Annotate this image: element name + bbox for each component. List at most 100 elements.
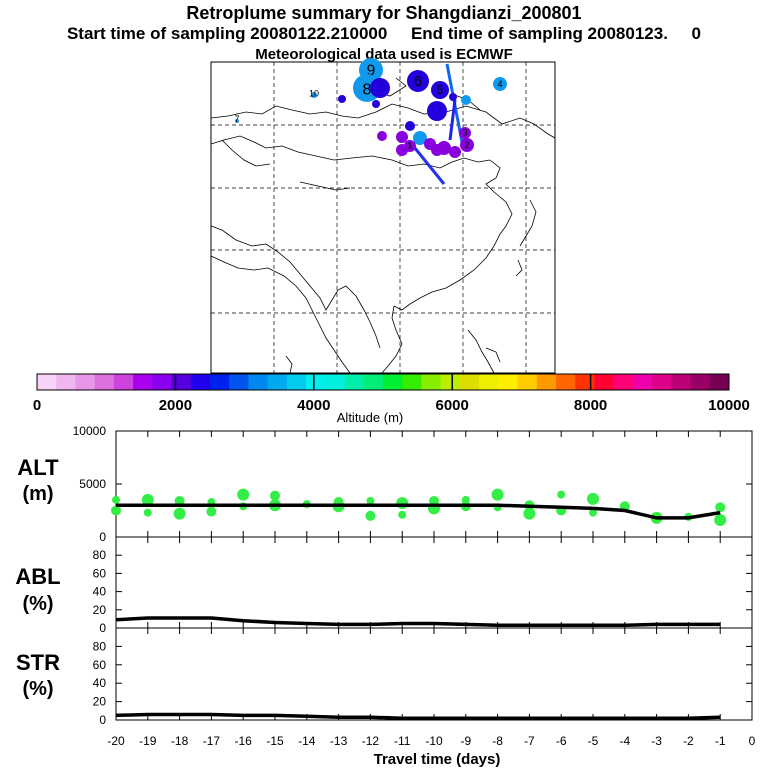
scatter-point [715, 502, 726, 513]
x-tick-label: -10 [425, 734, 443, 748]
plume-release-marker [449, 146, 461, 158]
plume-day-label: 6 [414, 74, 422, 90]
colorbar-cell [652, 374, 672, 390]
plume-release-marker [311, 92, 317, 98]
plume-day-label: 3 [462, 128, 467, 138]
y-tick-label: 0 [99, 621, 106, 635]
x-tick-label: -18 [171, 734, 189, 748]
plume-release-marker [431, 81, 449, 99]
y-tick-label: 40 [93, 676, 107, 690]
plume-track-line [448, 99, 457, 141]
scatter-point [523, 507, 536, 520]
colorbar-cell [479, 374, 499, 390]
x-tick-label: -15 [266, 734, 284, 748]
y-tick-label: 60 [93, 658, 107, 672]
scatter-point [173, 507, 186, 520]
colorbar-cell [152, 374, 172, 390]
plot-title: Retroplume summary for Shangdianzi_20080… [186, 3, 582, 23]
time-series-panels: 10000 5000 0 ALT (m) 80 60 40 20 0 ABL (%) 80 60 40 20 0… [15, 424, 753, 727]
plume-release-marker [431, 144, 443, 156]
plume-day-label: 7 [234, 114, 239, 124]
x-tick-label: -2 [683, 734, 694, 748]
panel-label: ABL [15, 564, 60, 589]
series-line [116, 503, 721, 520]
plume-release-marker [461, 95, 471, 105]
colorbar-tick-label: 4000 [297, 397, 330, 414]
plume-release-marker [370, 78, 390, 98]
colorbar-cell [498, 374, 518, 390]
scatter-point [398, 510, 407, 519]
start-time-label: Start time of sampling 20080122.210000 [66, 24, 388, 43]
plume-track-line [408, 141, 446, 185]
plume-release-marker [372, 100, 380, 108]
colorbar-tick-label: 2000 [159, 397, 192, 414]
colorbar-cell [709, 374, 730, 390]
y-tick-label: 80 [93, 548, 107, 562]
scatter-point [206, 506, 217, 517]
scatter-point [366, 496, 375, 505]
colorbar-cell [210, 374, 230, 390]
plume-day-label: 9 [367, 62, 376, 79]
plume-release-marker [449, 93, 457, 101]
met-data-label: Meteorological data used is ECMWF [255, 46, 513, 63]
colorbar-label: Altitude (m) [337, 410, 403, 425]
colorbar-cell [171, 374, 192, 390]
colorbar-cell [229, 374, 249, 390]
scatter-point [237, 488, 250, 501]
colorbar-cell [632, 374, 653, 390]
colorbar-tick-label: 0 [33, 397, 41, 414]
scatter-point [270, 490, 280, 501]
scatter-point [111, 505, 121, 516]
x-tick-label: -12 [362, 734, 380, 748]
scatter-point [557, 490, 566, 499]
colorbar-cell [113, 374, 134, 390]
retroplume-overlay: 9 8 6 5 4 10 3 2 1 7 [234, 58, 507, 185]
x-tick-label: -1 [715, 734, 726, 748]
plume-release-marker [459, 127, 471, 139]
x-tick-label: -20 [107, 734, 125, 748]
colorbar-tick-label: 10000 [708, 397, 750, 414]
plume-release-marker [493, 77, 507, 91]
map-panel: 9 8 6 5 4 10 3 2 1 7 [210, 58, 556, 374]
plume-release-marker [338, 95, 346, 103]
panel-unit: (%) [22, 593, 53, 615]
scatter-point [396, 497, 409, 510]
scatter-point [587, 492, 599, 505]
colorbar-cell [575, 374, 595, 390]
colorbar-cell [421, 374, 441, 390]
colorbar-cell [594, 374, 614, 390]
map-graticule [211, 62, 555, 373]
colorbar-cell [248, 374, 268, 390]
colorbar-cell [556, 374, 576, 390]
series-line [115, 616, 721, 628]
scatter-point [491, 488, 504, 501]
plume-day-label: 5 [437, 84, 444, 97]
x-axis: -20 -19 -18 -17 -16 -15 -14 -13 -12 -11 -10 -9 -8 -7-… [107, 734, 755, 748]
x-tick-label: -14 [298, 734, 316, 748]
colorbar-cell [671, 374, 691, 390]
x-tick-label: -6 [556, 734, 567, 748]
colorbar-cell [306, 374, 326, 390]
map-coastlines [210, 77, 556, 374]
colorbar-cell [536, 374, 557, 390]
y-tick-label: 20 [93, 603, 107, 617]
panel-abl: 80 60 40 20 0 ABL (%) [15, 536, 753, 635]
plume-day-label: 4 [497, 79, 502, 89]
colorbar-cell [690, 374, 711, 390]
x-tick-label: -19 [139, 734, 157, 748]
end-time-suffix: 0 [691, 24, 702, 43]
panel-frame [115, 627, 753, 721]
colorbar-cell [267, 374, 288, 390]
colorbar-cell [325, 374, 345, 390]
series-line [115, 712, 721, 720]
colorbar-cell [344, 374, 365, 390]
scatter-point [365, 510, 376, 521]
colorbar-frame [36, 373, 730, 391]
colorbar-cell [402, 374, 422, 390]
colorbar-cell [613, 374, 634, 390]
x-tick-label: -8 [492, 734, 503, 748]
x-axis-label: Travel time (days) [374, 751, 501, 768]
colorbar-cell [190, 374, 211, 390]
map-frame [210, 61, 556, 374]
